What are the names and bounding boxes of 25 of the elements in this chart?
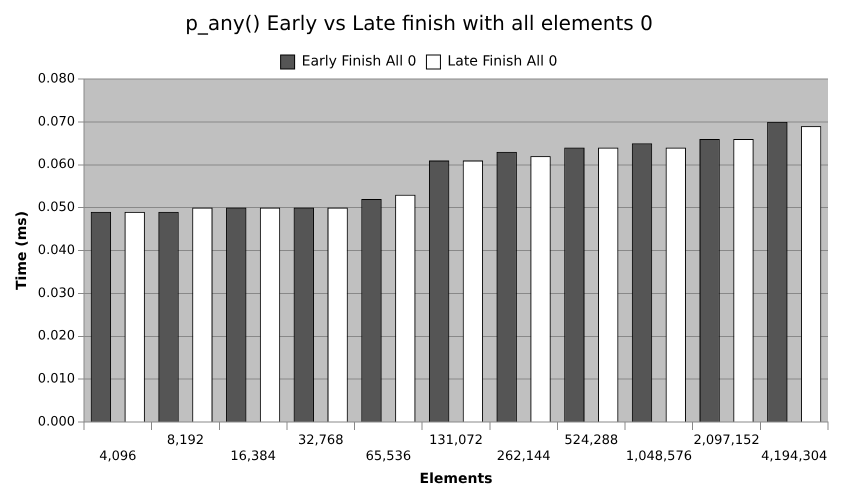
legend-label: Late Finish All 0 xyxy=(447,54,558,70)
y-tick-label: 0.050 xyxy=(38,200,76,215)
y-tick-label: 0.020 xyxy=(38,328,76,344)
x-axis-title: Elements xyxy=(420,471,492,488)
chart-title: p_any() Early vs Late finish with all elements 0 xyxy=(185,11,653,36)
x-tick-label: 2,097,152 xyxy=(693,433,760,448)
y-tick-label: 0.070 xyxy=(38,114,76,130)
x-tick-label: 16,384 xyxy=(230,448,276,464)
y-tick-label: 0.080 xyxy=(38,71,76,86)
x-tick-label: 4,096 xyxy=(99,448,136,464)
legend-label: Early Finish All 0 xyxy=(302,54,416,70)
x-tick-label: 524,288 xyxy=(564,433,618,448)
x-tick-label: 131,072 xyxy=(429,433,483,448)
y-tick-label: 0.060 xyxy=(38,157,76,172)
y-tick-label: 0.030 xyxy=(38,286,76,301)
x-tick-label: 1,048,576 xyxy=(626,448,692,464)
x-tick-label: 8,192 xyxy=(166,433,204,448)
x-tick-label: 65,536 xyxy=(366,448,412,464)
y-tick-label: 0.000 xyxy=(38,414,76,430)
x-tick-label: 262,144 xyxy=(496,448,551,464)
x-tick-label: 4,194,304 xyxy=(761,448,828,464)
y-tick-label: 0.040 xyxy=(38,242,76,258)
y-tick-label: 0.010 xyxy=(38,372,76,386)
x-tick-label: 32,768 xyxy=(298,433,344,448)
y-axis-title: Time (ms) xyxy=(14,210,30,290)
